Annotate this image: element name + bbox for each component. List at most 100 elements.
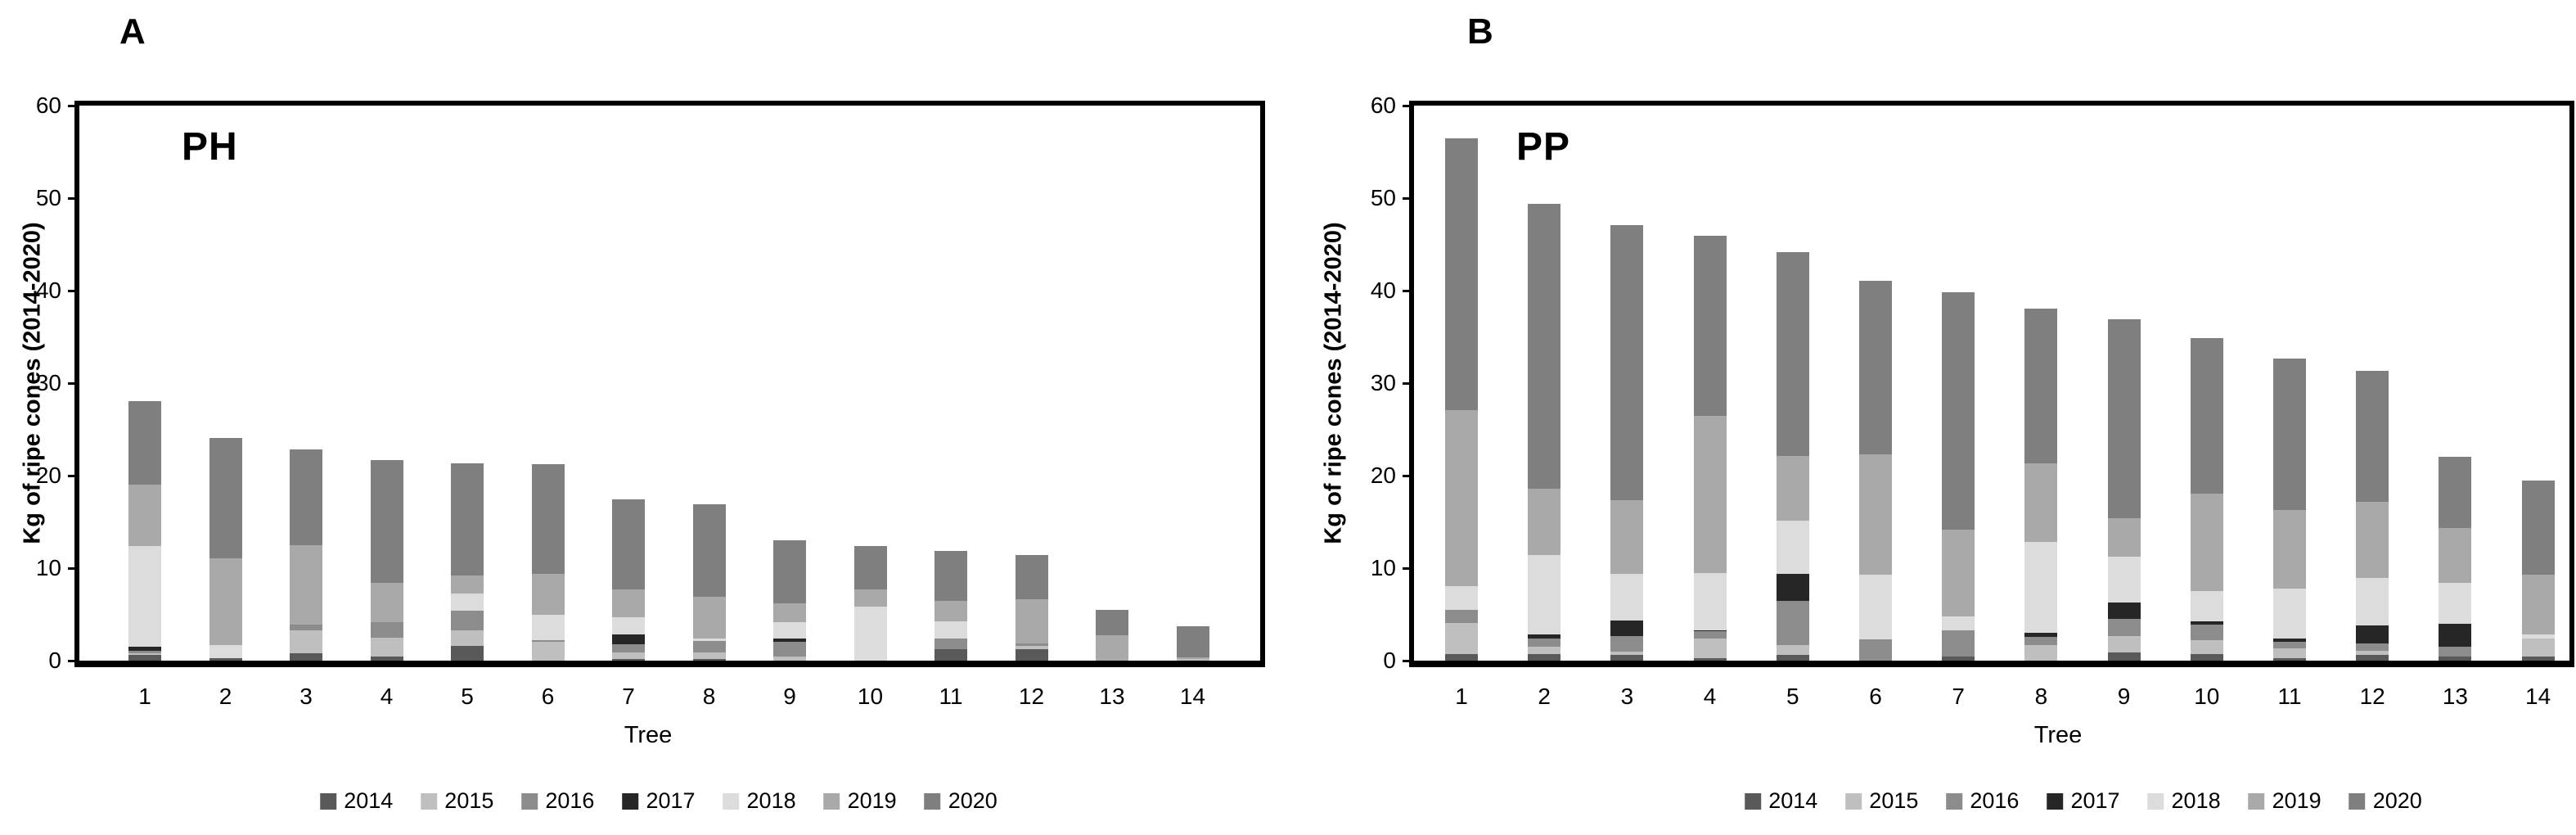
chart-a-y-tick-mark (68, 660, 75, 662)
chart-b-bar-tree-3 (1610, 225, 1644, 661)
bar-segment-2020 (2521, 481, 2555, 575)
chart-b-bar-tree-7 (1942, 291, 1975, 661)
chart-a-bar-tree-14 (1176, 625, 1209, 661)
legend-label: 2019 (847, 788, 897, 813)
bar-segment-2017 (1776, 574, 1809, 602)
chart-a-y-tick-label: 40 (35, 278, 61, 303)
chart-a-y-tick-mark (68, 197, 75, 200)
legend-label: 2014 (1768, 788, 1818, 813)
chart-b-y-tick-mark (1403, 382, 1410, 385)
bar-segment-2018 (692, 638, 726, 641)
bar-segment-2015 (531, 642, 565, 661)
bar-segment-2019 (209, 557, 242, 645)
bar-segment-2020 (2190, 338, 2223, 494)
bar-segment-2019 (853, 589, 887, 607)
chart-a-y-tick-label: 50 (35, 185, 61, 210)
chart-b-x-tick-label: 11 (2277, 684, 2302, 709)
bar-segment-2018 (1859, 574, 1892, 639)
bar-segment-2015 (1015, 646, 1048, 649)
bar-segment-2018 (2024, 541, 2058, 634)
bar-segment-2020 (290, 449, 322, 545)
bar-segment-2020 (1176, 625, 1209, 658)
bar-segment-2020 (692, 504, 726, 598)
bar-segment-2019 (451, 575, 484, 594)
chart-b-y-tick-label: 20 (1370, 463, 1396, 488)
chart-a-x-tick-label: 9 (783, 684, 796, 709)
bar-segment-2016 (2356, 643, 2389, 652)
chart-b-legend: 2014 2015 2016 2017 2018 2019 2020 (1731, 788, 2436, 814)
chart-a-bar-tree-5 (451, 463, 484, 661)
bar-segment-2016 (370, 622, 403, 639)
bar-segment-2020 (2439, 456, 2472, 529)
bar-segment-2018 (531, 615, 565, 641)
panel-a-letter: A (119, 11, 146, 52)
chart-a-bar-tree-1 (128, 400, 161, 661)
legend-swatch-icon (823, 792, 840, 810)
legend-item-2014: 2014 (320, 788, 393, 814)
bar-segment-2015 (2024, 645, 2058, 661)
chart-a-y-tick-label: 60 (35, 93, 61, 118)
legend-item-2017: 2017 (2047, 788, 2120, 814)
chart-b-bar-tree-11 (2273, 358, 2306, 661)
bar-segment-2015 (451, 630, 484, 646)
legend-swatch-icon (2047, 792, 2064, 810)
chart-a-bar-tree-13 (1096, 609, 1128, 661)
legend-label: 2020 (948, 788, 998, 813)
legend-item-2019: 2019 (823, 788, 897, 814)
chart-b-y-tick-mark (1403, 475, 1410, 477)
bar-segment-2016 (290, 624, 322, 630)
chart-b-y-tick-mark (1403, 660, 1410, 662)
chart-b-y-tick-mark (1403, 567, 1410, 570)
bar-segment-2015 (2521, 638, 2555, 657)
bar-segment-2018 (773, 621, 806, 639)
legend-swatch-icon (2147, 792, 2164, 810)
legend-label: 2017 (646, 788, 696, 813)
chart-a-y-tick-label: 0 (48, 648, 61, 673)
bar-segment-2014 (128, 655, 161, 661)
bar-segment-2016 (531, 640, 565, 643)
bar-segment-2016 (451, 610, 484, 630)
bar-segment-2020 (934, 550, 967, 602)
chart-a-x-tick-label: 3 (299, 684, 313, 709)
chart-a-bar-tree-10 (853, 545, 887, 661)
bar-segment-2019 (290, 544, 322, 625)
legend-label: 2015 (444, 788, 494, 813)
bar-segment-2015 (1528, 647, 1561, 654)
chart-a-x-tick-label: 14 (1179, 684, 1206, 709)
bar-segment-2019 (773, 603, 806, 622)
bar-segment-2014 (2190, 653, 2223, 661)
bar-segment-2015 (1445, 623, 1478, 654)
bar-segment-2018 (1445, 586, 1478, 611)
bar-segment-2017 (2273, 638, 2306, 642)
chart-b-x-axis-title: Tree (2033, 722, 2083, 748)
bar-segment-2016 (1610, 635, 1644, 652)
bar-segment-2020 (1528, 204, 1561, 490)
legend-item-2018: 2018 (2147, 788, 2221, 814)
chart-b-x-tick-label: 3 (1620, 684, 1634, 709)
legend-swatch-icon (1946, 792, 1963, 810)
bar-segment-2015 (2273, 648, 2306, 658)
bar-segment-2014 (1693, 658, 1727, 661)
bar-segment-2020 (1859, 280, 1892, 455)
bar-segment-2018 (2521, 634, 2555, 639)
bar-segment-2016 (1445, 610, 1478, 624)
bar-segment-2018 (612, 616, 645, 635)
bar-segment-2019 (1693, 415, 1727, 573)
chart-b-bar-tree-6 (1859, 280, 1892, 661)
bar-segment-2019 (1528, 489, 1561, 555)
bar-segment-2020 (773, 540, 806, 603)
bar-segment-2019 (612, 589, 645, 617)
chart-a-x-axis-title: Tree (624, 722, 673, 748)
chart-a-y-tick-mark (68, 382, 75, 385)
bar-segment-2020 (2024, 309, 2058, 463)
chart-b-bar-tree-5 (1776, 252, 1809, 661)
bar-segment-2020 (1693, 236, 1727, 416)
bar-segment-2018 (934, 621, 967, 639)
chart-b-bar-tree-14 (2521, 481, 2555, 661)
bar-segment-2017 (2190, 621, 2223, 625)
legend-swatch-icon (622, 792, 639, 810)
bar-segment-2017 (128, 647, 161, 651)
bar-segment-2016 (692, 640, 726, 653)
bar-segment-2020 (1445, 138, 1478, 411)
bar-segment-2020 (451, 463, 484, 576)
